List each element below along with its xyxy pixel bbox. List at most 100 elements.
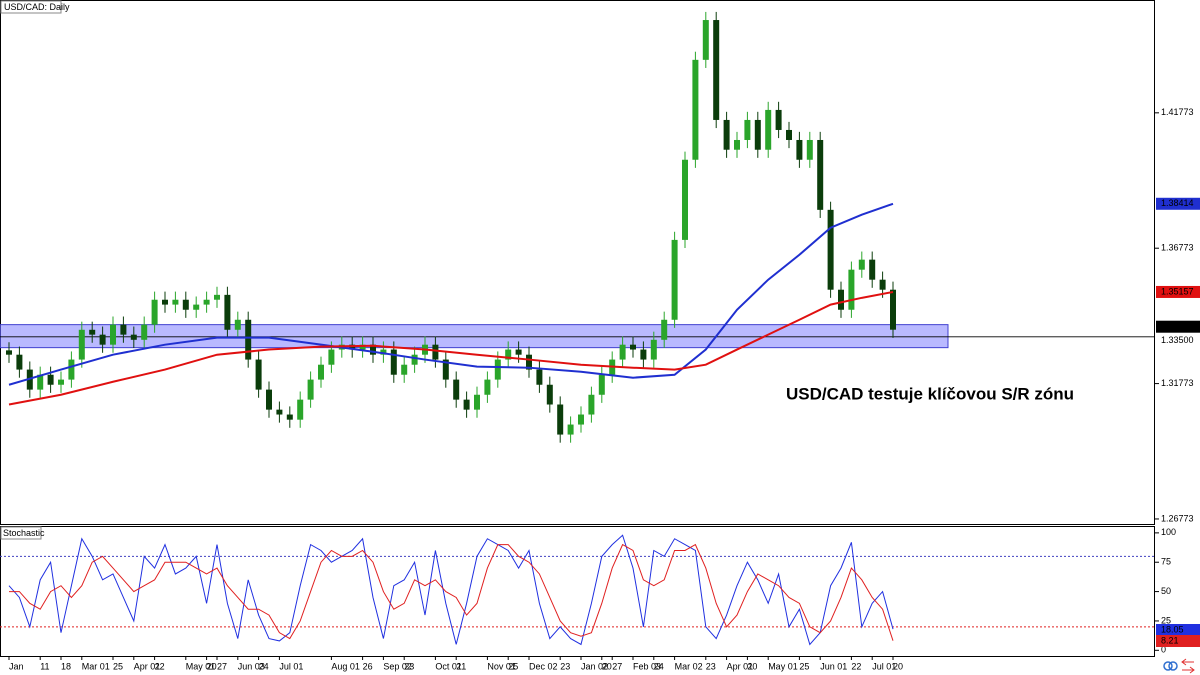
candle-body xyxy=(786,129,792,140)
candle-body xyxy=(432,344,439,360)
annotation: USD/CAD testuje klíčovou S/R zónu xyxy=(786,384,1074,403)
candle-body xyxy=(68,359,75,380)
candle-body xyxy=(494,359,501,380)
candle-body xyxy=(796,139,803,160)
icon[interactable] xyxy=(1168,661,1178,671)
candle-body xyxy=(130,334,137,340)
ma-value-label-box xyxy=(1156,285,1200,298)
stochastic-title: Stochastic xyxy=(3,528,45,538)
candle-body xyxy=(848,269,855,310)
candle-body xyxy=(172,299,179,305)
y-tick-label: 50 xyxy=(1161,586,1171,596)
candle-body xyxy=(224,294,231,330)
toolbar-icons[interactable] xyxy=(1163,658,1195,674)
candle-body xyxy=(245,319,252,360)
candle-body xyxy=(650,339,657,360)
candle-body xyxy=(775,109,782,130)
candle-body xyxy=(193,304,200,310)
x-tick-label: Jan xyxy=(9,661,24,671)
hline-label: 1.33500 xyxy=(1161,335,1194,345)
candle-body xyxy=(858,259,865,270)
candle-body xyxy=(682,159,688,240)
candle-body xyxy=(401,364,408,375)
candle-body xyxy=(526,354,532,370)
candle-body xyxy=(567,424,574,435)
candle-body xyxy=(515,349,522,355)
last-price-label: 1.33763 xyxy=(1161,321,1194,331)
x-tick-label: Nov 01 xyxy=(487,661,516,671)
candle-body xyxy=(276,409,283,415)
candle-body xyxy=(99,334,106,345)
candle-body xyxy=(162,299,168,305)
candle-body xyxy=(442,359,449,380)
candle-body xyxy=(110,324,116,345)
x-tick-label: 25 xyxy=(799,661,809,671)
candle-body xyxy=(47,374,54,385)
chart-layer: 1.26773 1.31773 1.36773 1.41773 Jan 11 18 Mar 0… xyxy=(0,11,1200,671)
x-tick-label: 23 xyxy=(706,661,716,671)
x-tick-label: 21 xyxy=(456,661,466,671)
x-tick-label: 20 xyxy=(893,661,903,671)
x-tick-label: Jan 02 xyxy=(581,661,608,671)
x-tick-label: 27 xyxy=(217,661,227,671)
icon[interactable] xyxy=(1181,658,1195,674)
candle-body xyxy=(661,319,668,340)
candle-body xyxy=(484,379,491,395)
candle-body xyxy=(619,344,626,360)
x-tick-label: 11 xyxy=(40,661,49,671)
x-tick-label: 20 xyxy=(207,661,217,671)
candle-body xyxy=(578,414,584,425)
x-tick-label: Oct 01 xyxy=(435,661,462,671)
candle-body xyxy=(879,279,886,290)
x-tick-label: Apr 01 xyxy=(727,661,754,671)
last-price-label-box xyxy=(1156,320,1200,333)
candle-body xyxy=(640,349,647,360)
x-tick-label: 20 xyxy=(747,661,757,671)
y-tick-label: 25 xyxy=(1161,615,1171,625)
ma-value-label: 1.35157 xyxy=(1161,286,1194,296)
candle-body xyxy=(328,349,335,365)
main-pane xyxy=(0,0,1155,525)
candle-body xyxy=(411,354,418,365)
candle-body xyxy=(754,119,761,150)
candle-body xyxy=(671,239,678,320)
candle-body xyxy=(723,119,730,150)
ma-value-label: 1.38414 xyxy=(1161,198,1194,208)
x-tick-label: 22 xyxy=(851,661,861,671)
candle-body xyxy=(58,379,64,385)
candle-body xyxy=(16,354,23,370)
candle-body xyxy=(817,139,824,210)
candle-body xyxy=(234,319,241,330)
moving-average xyxy=(8,290,894,406)
x-tick-label: 23 xyxy=(404,661,414,671)
stochastic-line xyxy=(9,543,894,641)
x-tick-label: Apr 01 xyxy=(134,661,161,671)
stochastic-line xyxy=(8,534,894,646)
candle-body xyxy=(266,389,272,410)
icon[interactable] xyxy=(1163,661,1173,671)
x-tick-label: 24 xyxy=(259,661,269,671)
x-tick-label: Dec 02 xyxy=(529,661,558,671)
candle-body xyxy=(557,404,564,435)
candle-body xyxy=(474,394,480,410)
candle-body xyxy=(307,379,314,400)
y-tick-label: 100 xyxy=(1161,527,1176,537)
x-tick-label: 22 xyxy=(155,661,165,671)
x-tick-label: Jul 01 xyxy=(872,661,896,671)
y-tick-label: 1.26773 xyxy=(1161,513,1194,523)
x-tick-label: Mar 01 xyxy=(82,661,110,671)
stochastic-pane xyxy=(0,526,1155,657)
stochastic-value-label-box xyxy=(1156,635,1200,647)
x-tick-label: 18 xyxy=(61,661,71,671)
candle-body xyxy=(203,299,210,305)
candle-body xyxy=(214,294,220,300)
candle-body xyxy=(141,324,148,340)
candle-body xyxy=(120,324,127,335)
y-tick-label: 0 xyxy=(1161,645,1166,655)
candle-body xyxy=(692,59,699,160)
candle-body xyxy=(505,349,512,360)
x-tick-label: 27 xyxy=(612,661,622,671)
candle-body xyxy=(182,299,189,310)
candle-body xyxy=(380,349,387,355)
y-tick-label: 1.31773 xyxy=(1161,378,1194,388)
